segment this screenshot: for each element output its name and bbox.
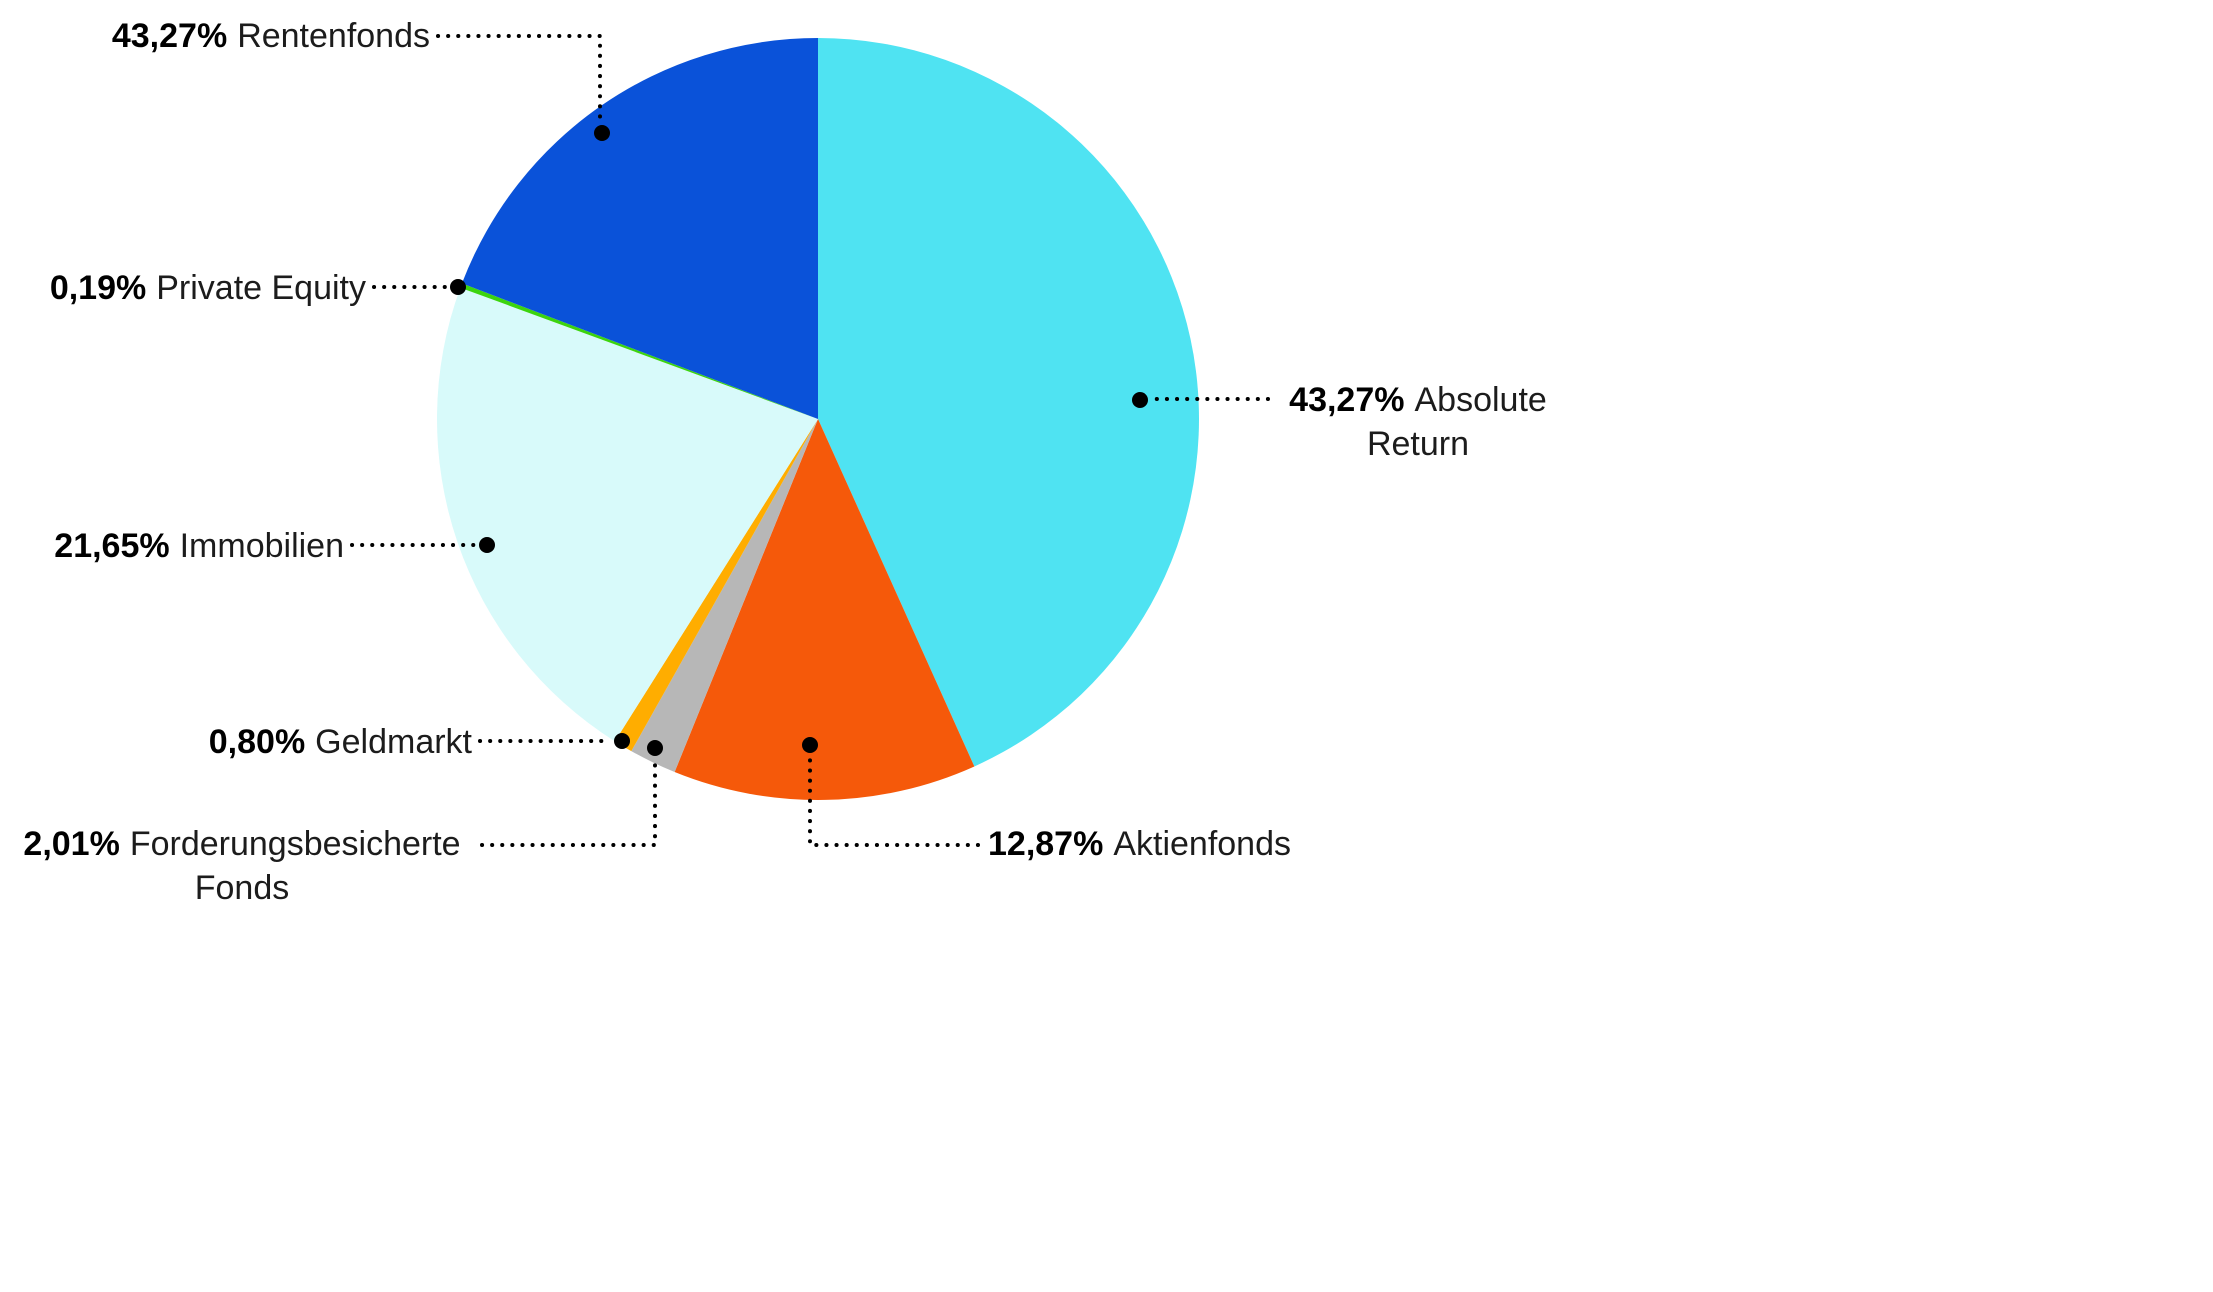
leader-lines-group	[350, 34, 1270, 847]
pie-slice-geldmarkt	[614, 419, 818, 752]
pie-group	[436, 38, 1199, 801]
leader-dot-rentenfonds	[594, 125, 610, 141]
label-rentenfonds-name: Rentenfonds	[237, 17, 430, 55]
leader-line-forderungsbesicherte-fonds	[480, 756, 657, 847]
pie-slice-immobilien	[436, 287, 818, 742]
pie-slice-absolute-return	[818, 38, 1199, 767]
label-aktienfonds-percent: 12,87%	[988, 825, 1104, 863]
pie-slice-private-equity	[460, 283, 818, 419]
leader-dot-geldmarkt	[614, 733, 630, 749]
label-geldmarkt-percent: 0,80%	[208, 723, 306, 761]
label-geldmarkt-name: Geldmarkt	[315, 723, 472, 761]
pie-slice-aktienfonds	[674, 419, 975, 801]
leader-dot-aktienfonds	[802, 737, 818, 753]
leader-dot-immobilien	[479, 537, 495, 553]
label-aktienfonds-name: Aktienfonds	[1113, 825, 1291, 863]
label-forderungsbesicherte-fonds-name: Forderungsbesicherte Fonds	[129, 825, 461, 907]
label-private-equity-percent: 0,19%	[49, 269, 147, 307]
label-absolute-return-percent: 43,27%	[1289, 381, 1405, 419]
label-rentenfonds-percent: 43,27%	[111, 17, 228, 55]
leader-line-rentenfonds	[436, 34, 602, 126]
label-aktienfonds: 12,87% Aktienfonds	[988, 822, 1291, 866]
leader-dot-absolute-return	[1132, 392, 1148, 408]
pie-slice-rentenfonds	[461, 38, 818, 419]
label-immobilien: 21,65% Immobilien	[54, 524, 344, 568]
leader-dot-forderungsbesicherte-fonds	[647, 740, 663, 756]
label-immobilien-percent: 21,65%	[54, 527, 170, 565]
label-immobilien-name: Immobilien	[179, 527, 344, 565]
label-absolute-return: 43,27% Absolute Return	[1280, 378, 1556, 466]
label-forderungsbesicherte-fonds: 2,01% Forderungsbesicherte Fonds	[17, 822, 467, 910]
label-private-equity-name: Private Equity	[156, 269, 366, 307]
label-forderungsbesicherte-fonds-percent: 2,01%	[23, 825, 120, 863]
pie-slice-forderungsbesicherte-fonds	[631, 419, 818, 772]
label-absolute-return-name: Absolute Return	[1366, 381, 1547, 463]
leader-dot-private-equity	[450, 279, 466, 295]
label-rentenfonds: 43,27% Rentenfonds	[112, 14, 430, 58]
label-geldmarkt: 0,80% Geldmarkt	[209, 720, 472, 764]
label-private-equity: 0,19% Private Equity	[50, 266, 366, 310]
